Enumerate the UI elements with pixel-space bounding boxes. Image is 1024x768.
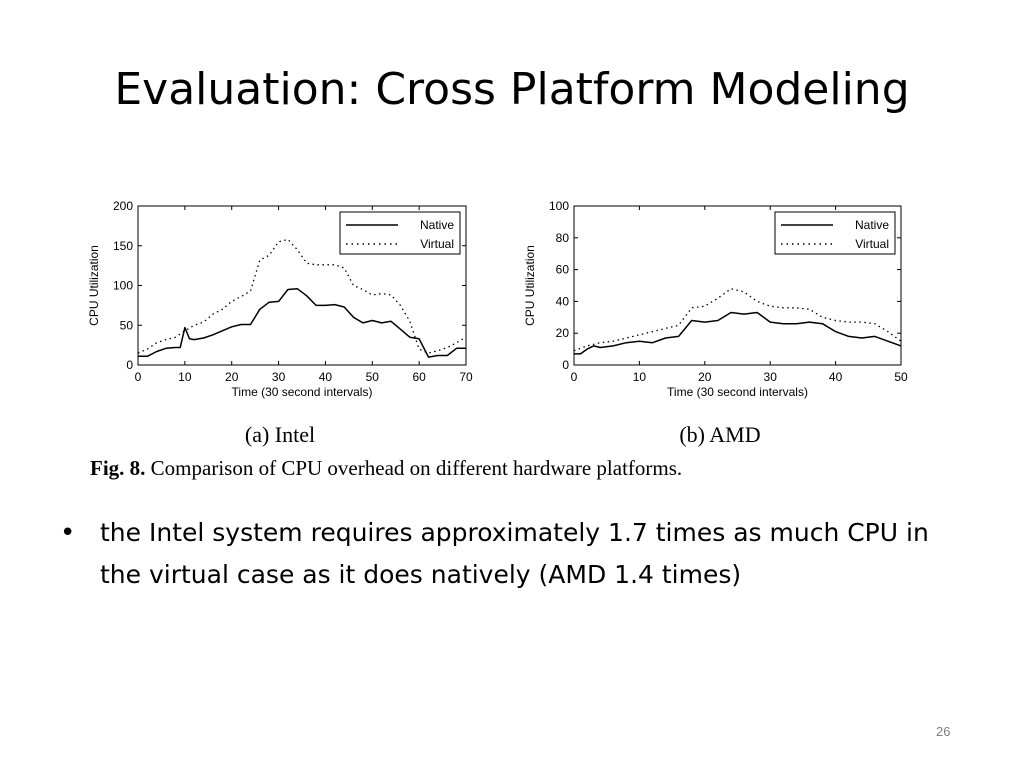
y-tick-label: 0 (562, 358, 569, 372)
y-tick-label: 20 (556, 326, 570, 340)
figure-caption: Fig. 8. Comparison of CPU overhead on di… (90, 456, 940, 481)
x-tick-label: 0 (571, 370, 578, 384)
x-tick-label: 40 (829, 370, 843, 384)
legend-label: Virtual (420, 237, 454, 251)
x-tick-label: 30 (272, 370, 286, 384)
bullet-text: the Intel system requires approximately … (100, 518, 929, 589)
legend-box (339, 211, 461, 255)
x-tick-label: 40 (319, 370, 333, 384)
x-tick-label: 30 (764, 370, 778, 384)
y-axis-label: CPU Utilization (87, 245, 101, 326)
legend-box (774, 211, 896, 255)
y-tick-label: 40 (556, 294, 570, 308)
x-tick-label: 0 (135, 370, 142, 384)
figure-caption-text: Comparison of CPU overhead on different … (150, 456, 683, 480)
legend-label: Virtual (855, 237, 889, 251)
y-tick-label: 0 (126, 358, 133, 372)
slide-title: Evaluation: Cross Platform Modeling (114, 64, 910, 115)
series-line-native (574, 311, 902, 355)
x-axis-label: Time (30 second intervals) (232, 385, 373, 399)
series-line-native (138, 287, 466, 358)
x-tick-label: 10 (633, 370, 647, 384)
bullet-marker: • (60, 518, 76, 548)
x-tick-label: 70 (459, 370, 473, 384)
legend-label: Native (855, 218, 889, 232)
x-tick-label: 50 (894, 370, 908, 384)
bullet-list: • the Intel system requires approximatel… (60, 512, 960, 596)
x-tick-label: 10 (178, 370, 192, 384)
series-line-virtual (137, 238, 467, 354)
chart-intel: 0 10 20 30 40 50 60 70 0 50 100 150 200 Time (30 seco… (87, 199, 473, 447)
y-tick-label: 150 (113, 239, 133, 253)
legend-label: Native (420, 218, 454, 232)
figure-caption-label: Fig. 8. (90, 456, 146, 480)
y-tick-label: 100 (113, 279, 133, 293)
x-axis-label: Time (30 second intervals) (667, 385, 808, 399)
y-tick-label: 50 (120, 318, 134, 332)
chart-amd: 0 10 20 30 40 50 0 20 40 60 80 100 Time (30 second i… (523, 199, 908, 447)
bullet-item: • the Intel system requires approximatel… (60, 512, 960, 596)
x-tick-label: 60 (412, 370, 426, 384)
y-axis-label: CPU Utilization (523, 245, 537, 326)
y-tick-label: 100 (549, 199, 569, 213)
y-tick-label: 80 (556, 231, 570, 245)
subfigure-caption: (a) Intel (245, 422, 315, 447)
x-tick-label: 20 (698, 370, 712, 384)
subfigure-caption: (b) AMD (679, 422, 760, 447)
y-tick-label: 60 (556, 263, 570, 277)
y-tick-label: 200 (113, 199, 133, 213)
x-tick-label: 20 (225, 370, 239, 384)
slide-number: 26 (936, 724, 951, 739)
series-line-virtual (573, 288, 902, 352)
x-tick-label: 50 (366, 370, 380, 384)
